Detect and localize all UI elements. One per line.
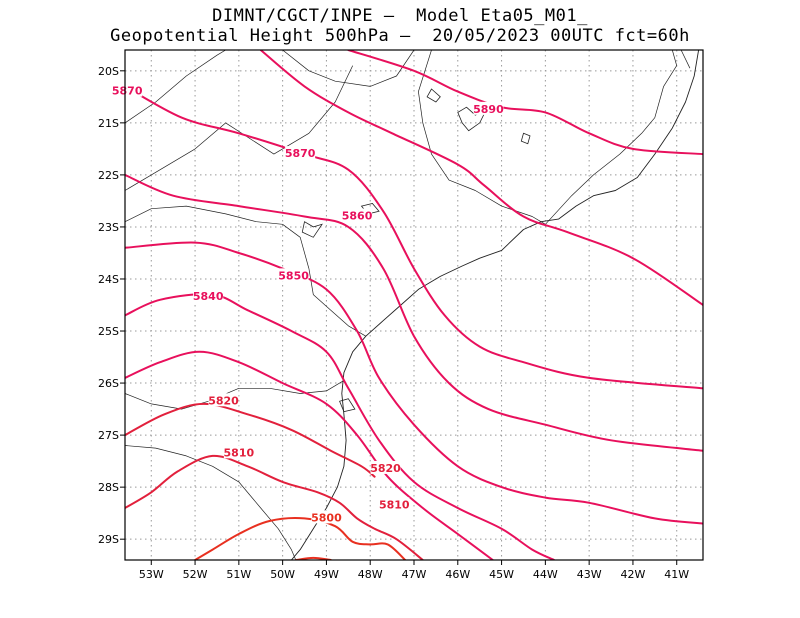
contour-label-text: 5860 xyxy=(342,210,373,223)
contour-label-text: 5820 xyxy=(208,394,239,407)
contour-label: 5820 xyxy=(208,393,239,407)
x-tick-label: 45W xyxy=(489,568,514,581)
y-tick-label: 23S xyxy=(98,221,119,234)
contour-label: 5890 xyxy=(473,101,504,116)
contour-label: 5810 xyxy=(224,445,255,459)
x-tick-label: 49W xyxy=(314,568,339,581)
contour-label: 5800 xyxy=(311,510,342,524)
y-tick-label: 24S xyxy=(98,273,119,286)
contour-label-text: 5870 xyxy=(285,147,316,160)
contour-label-text: 5820 xyxy=(370,462,401,475)
contour-5810 xyxy=(125,454,424,560)
axis-ticks: 53W 52W 51W 50W 49W 48W 47W 46W 45W 44W 43W 42W 41W 2… xyxy=(98,65,689,581)
state-border xyxy=(680,50,691,69)
contour-5850 xyxy=(125,241,703,525)
contour-label-text: 5810 xyxy=(379,498,410,511)
state-border xyxy=(418,50,546,225)
x-tick-label: 48W xyxy=(358,568,383,581)
coastline xyxy=(291,50,700,560)
x-tick-label: 46W xyxy=(445,568,470,581)
state-border xyxy=(545,50,678,225)
y-tick-label: 25S xyxy=(98,325,119,338)
x-tick-label: 44W xyxy=(533,568,558,581)
state-border xyxy=(125,380,345,410)
contour-label-text: 5840 xyxy=(193,290,224,303)
x-tick-label: 51W xyxy=(226,568,251,581)
x-tick-label: 41W xyxy=(664,568,689,581)
contour-label-text: 5890 xyxy=(473,103,504,116)
contour-label: 5810 xyxy=(379,497,410,511)
contour-label: 5870 xyxy=(285,146,316,160)
contour-label: 5850 xyxy=(278,268,309,282)
grid-lines xyxy=(125,50,703,560)
x-tick-label: 42W xyxy=(621,568,646,581)
y-tick-label: 22S xyxy=(98,169,119,182)
contour-5860 xyxy=(125,173,703,452)
contour-label: 5840 xyxy=(193,289,224,303)
lake-outline xyxy=(339,398,356,413)
x-tick-label: 47W xyxy=(402,568,427,581)
state-border xyxy=(282,50,415,87)
political-borders xyxy=(125,50,700,560)
y-tick-label: 21S xyxy=(98,117,119,130)
x-tick-label: 52W xyxy=(183,568,208,581)
chart-title-line2: Geopotential Height 500hPa – 20/05/2023 … xyxy=(110,26,690,46)
y-tick-label: 20S xyxy=(98,65,119,78)
lake-outline xyxy=(426,88,441,103)
x-tick-label: 43W xyxy=(577,568,602,581)
contour-labels: 5890 5870 5870 5860 5850 5840 5820 5820 5810 5810… xyxy=(112,83,504,524)
y-tick-label: 27S xyxy=(98,429,119,442)
contour-label: 5820 xyxy=(370,460,401,475)
contour-label-text: 5800 xyxy=(311,511,342,524)
state-border xyxy=(125,445,297,560)
x-tick-label: 53W xyxy=(139,568,164,581)
y-tick-label: 29S xyxy=(98,533,119,546)
contour-label-text: 5810 xyxy=(224,446,255,459)
contour-label-text: 5850 xyxy=(278,269,309,282)
y-tick-label: 28S xyxy=(98,481,119,494)
contour-5870 xyxy=(125,85,703,390)
lake-outline xyxy=(301,221,323,238)
lake-outline xyxy=(520,132,531,145)
contour-label: 5870 xyxy=(112,83,143,98)
contour-5880 xyxy=(259,50,703,306)
contour-5830 xyxy=(125,350,494,560)
state-border xyxy=(125,65,354,191)
y-tick-label: 26S xyxy=(98,377,119,390)
contour-label-text: 5870 xyxy=(112,85,143,98)
contour-label: 5860 xyxy=(342,208,373,223)
chart-title-line1: DIMNT/CGCT/INPE – Model Eta05_M01_ xyxy=(212,6,588,26)
state-border xyxy=(125,50,226,124)
x-tick-label: 50W xyxy=(270,568,295,581)
state-border xyxy=(125,205,366,337)
contour-5820 xyxy=(125,402,376,478)
contour-5890 xyxy=(347,50,703,156)
